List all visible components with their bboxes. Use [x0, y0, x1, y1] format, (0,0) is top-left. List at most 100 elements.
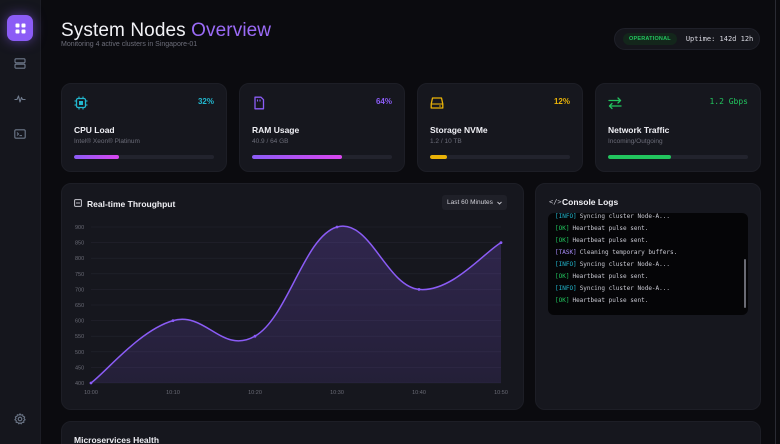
- log-message: Heartbeat pulse sent.: [572, 225, 649, 232]
- code-icon: </>: [549, 198, 562, 206]
- y-tick-label: 500: [75, 350, 84, 356]
- page-title-main: System Nodes: [61, 20, 192, 41]
- console-scrollbar[interactable]: [744, 259, 746, 308]
- transfer-arrows-icon: [608, 97, 622, 110]
- log-line: [INFO] Syncing cluster Node-A...: [555, 213, 670, 220]
- x-tick-label: 10:40: [412, 390, 426, 396]
- network-progress-fill: [608, 155, 671, 159]
- stat-card-network: 1.2 Gbps Network Traffic Incoming/Outgoi…: [595, 83, 761, 172]
- stat-card-cpu: 32% CPU Load Intel® Xeon® Platinum: [61, 83, 227, 172]
- window-scrollbar[interactable]: [775, 0, 780, 444]
- log-line: [OK] Heartbeat pulse sent.: [555, 225, 648, 232]
- y-tick-label: 400: [75, 381, 84, 387]
- page-title: System Nodes Overview: [61, 20, 271, 42]
- y-tick-label: 800: [75, 256, 84, 262]
- microservices-title: Microservices Health: [74, 435, 160, 444]
- memory-icon: [254, 96, 265, 110]
- time-range-label: Last 60 Minutes: [447, 199, 493, 206]
- log-line: [OK] Heartbeat pulse sent.: [555, 237, 648, 244]
- y-tick-label: 900: [75, 225, 84, 231]
- cpu-progress-fill: [74, 155, 119, 159]
- x-tick-label: 10:10: [166, 390, 180, 396]
- network-value: 1.2 Gbps: [709, 97, 748, 106]
- system-status: OPERATIONAL Uptime: 142d 12h: [614, 28, 760, 50]
- throughput-line: [90, 225, 502, 384]
- x-tick-label: 10:30: [330, 390, 344, 396]
- x-tick-label: 10:20: [248, 390, 262, 396]
- log-line: [OK] Heartbeat pulse sent.: [555, 273, 648, 280]
- stat-card-storage: 12% Storage NVMe 1.2 / 10 TB: [417, 83, 583, 172]
- x-tick-label: 10:00: [84, 390, 98, 396]
- ram-subtitle: 40.9 / 64 GB: [252, 138, 289, 145]
- stat-card-ram: 64% RAM Usage 40.9 / 64 GB: [239, 83, 405, 172]
- y-tick-label: 600: [75, 319, 84, 325]
- log-tag: [INFO]: [555, 285, 577, 292]
- chart-icon: [74, 199, 82, 207]
- pulse-icon: [14, 95, 26, 103]
- y-tick-label: 850: [75, 241, 84, 247]
- console-title: Console Logs: [562, 197, 619, 207]
- cpu-value: 32%: [197, 97, 214, 106]
- page-subtitle: Monitoring 4 active clusters in Singapor…: [61, 41, 198, 48]
- data-point: [417, 288, 421, 291]
- microservices-card: Microservices Health: [61, 421, 761, 444]
- log-line: [TASK] Cleaning temporary buffers.: [555, 249, 677, 256]
- log-tag: [TASK]: [555, 249, 577, 256]
- server-icon: [14, 57, 26, 69]
- y-tick-label: 700: [75, 287, 84, 293]
- console-card: </> Console Logs [INFO] Syncing cluster N…: [535, 183, 761, 410]
- throughput-title: Real-time Throughput: [87, 199, 176, 209]
- network-progress-bar: [608, 155, 748, 159]
- ram-value: 64%: [375, 97, 392, 106]
- sidebar-item-servers[interactable]: [7, 50, 33, 76]
- ram-progress-fill: [252, 155, 342, 159]
- y-tick-label: 750: [75, 272, 84, 278]
- chevron-down-icon: [497, 201, 502, 205]
- hard-drive-icon: [430, 97, 444, 109]
- uptime-readout: Uptime: 142d 12h: [685, 35, 754, 43]
- throughput-chart: 400 450 500 550 600 650 700 750 800 850 900 10:00 10…: [75, 225, 508, 396]
- throughput-card: Real-time Throughput Last 60 Minutes 400…: [61, 183, 524, 410]
- y-tick-label: 450: [75, 365, 84, 371]
- log-line: [INFO] Syncing cluster Node-A...: [555, 261, 670, 268]
- y-tick-label: 650: [75, 303, 84, 309]
- data-point: [499, 241, 503, 244]
- time-range-select[interactable]: Last 60 Minutes: [442, 195, 507, 210]
- cpu-icon: [74, 96, 88, 110]
- log-message: Heartbeat pulse sent.: [572, 237, 649, 244]
- sidebar: [0, 0, 41, 444]
- sidebar-item-activity[interactable]: [7, 86, 33, 112]
- storage-title: Storage NVMe: [430, 125, 488, 135]
- console-output[interactable]: [INFO] Syncing cluster Node-A... [OK] Heart…: [548, 213, 748, 315]
- log-line: [OK] Heartbeat pulse sent.: [555, 297, 648, 304]
- log-message: Cleaning temporary buffers.: [579, 249, 678, 256]
- sidebar-item-terminal[interactable]: [7, 121, 33, 147]
- data-point: [335, 225, 339, 229]
- network-subtitle: Incoming/Outgoing: [608, 138, 663, 145]
- storage-progress-fill: [430, 155, 447, 159]
- storage-value: 12%: [553, 97, 570, 106]
- log-tag: [INFO]: [555, 213, 577, 220]
- storage-subtitle: 1.2 / 10 TB: [430, 138, 462, 145]
- terminal-icon: [14, 129, 26, 139]
- cpu-progress-bar: [74, 155, 214, 159]
- throughput-area: [91, 226, 501, 383]
- ram-progress-bar: [252, 155, 392, 159]
- log-message: Syncing cluster Node-A...: [579, 261, 670, 268]
- log-tag: [OK]: [555, 273, 570, 280]
- grid-icon: [15, 23, 25, 33]
- log-tag: [OK]: [555, 225, 570, 232]
- log-message: Syncing cluster Node-A...: [579, 213, 670, 220]
- log-message: Syncing cluster Node-A...: [579, 285, 670, 292]
- data-point: [253, 334, 257, 338]
- data-point: [89, 381, 93, 385]
- log-message: Heartbeat pulse sent.: [572, 273, 649, 280]
- sidebar-item-settings[interactable]: [7, 406, 33, 432]
- log-message: Heartbeat pulse sent.: [572, 297, 649, 304]
- log-tag: [OK]: [555, 297, 570, 304]
- main-content: System Nodes Overview Monitoring 4 activ…: [42, 0, 780, 444]
- cpu-subtitle: Intel® Xeon® Platinum: [74, 138, 140, 145]
- log-tag: [OK]: [555, 237, 570, 244]
- sidebar-item-dashboard[interactable]: [7, 15, 33, 41]
- log-tag: [INFO]: [555, 261, 577, 268]
